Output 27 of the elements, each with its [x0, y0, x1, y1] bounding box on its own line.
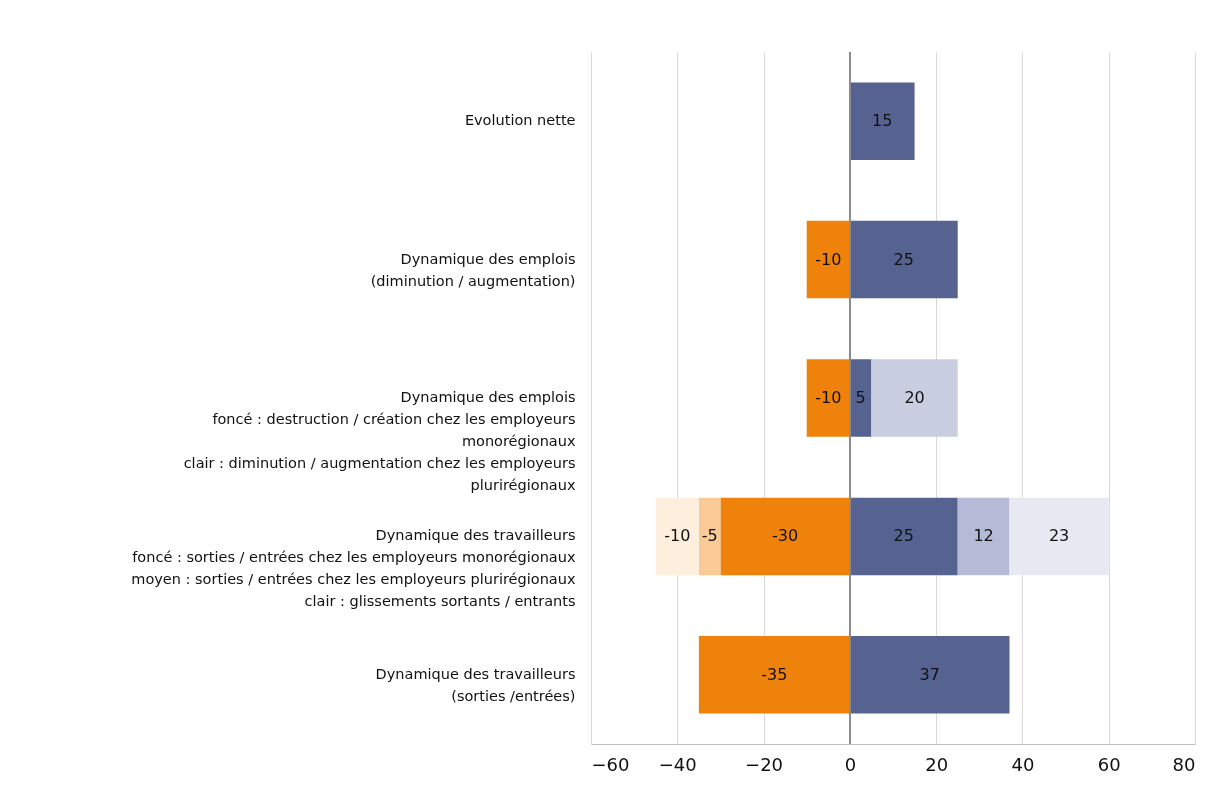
data-label: 25	[893, 249, 914, 269]
x-tick-label: −60	[591, 753, 630, 775]
data-label: 20	[904, 388, 925, 407]
data-label: -10	[815, 249, 842, 269]
y-tick-label: Dynamique des travailleurs (sorties /entrées)	[375, 665, 576, 704]
x-tick-label: 80	[1172, 753, 1196, 775]
data-label: 25	[893, 526, 914, 546]
data-label: 5	[855, 388, 866, 407]
data-label: 15	[872, 111, 893, 131]
x-tick-label: −20	[745, 753, 784, 775]
y-tick-label: Dynamique des emplois foncé : destruction / création chez les employeurs monorégionaux clair : diminution / augmentation chez les employeurs plurirégionaux	[183, 389, 576, 493]
data-label: -5	[701, 526, 718, 546]
x-tick-label: 0	[844, 753, 857, 775]
data-label: 37	[919, 664, 940, 684]
x-tick-label: 60	[1097, 753, 1121, 775]
data-label: 23	[1048, 526, 1070, 546]
y-tick-label: Evolution nette	[464, 112, 576, 129]
data-label: -35	[761, 664, 788, 684]
y-tick-label: Dynamique des emplois (diminution / augmentation)	[370, 250, 576, 289]
x-tick-label: 20	[925, 753, 949, 775]
data-label: -30	[772, 526, 799, 546]
data-label: 12	[973, 526, 994, 546]
data-label: -10	[815, 388, 842, 407]
x-tick-label: −40	[658, 753, 697, 775]
y-tick-label: Dynamique des travailleurs foncé : sorties / entrées chez les employeurs monorégionaux moyen : sorties / entrées chez les employeurs plurirégionaux clair : glissements sortants / entrants	[131, 527, 576, 610]
x-tick-label: 40	[1011, 753, 1035, 775]
data-label: -10	[664, 526, 691, 546]
